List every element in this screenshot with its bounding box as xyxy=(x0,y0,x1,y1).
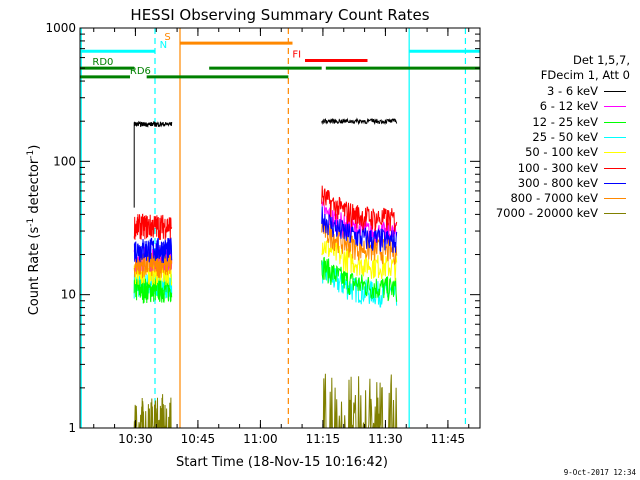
flag-label-s: S xyxy=(164,32,170,43)
legend-item: 3 - 6 keV xyxy=(486,84,636,99)
series-line xyxy=(133,394,172,429)
legend-item: 800 - 7000 keV xyxy=(486,191,636,206)
legend-swatch xyxy=(604,106,626,108)
plot-area: RD0 RD6 SN FI xyxy=(80,28,480,429)
flag-label-rd6: RD6 xyxy=(130,66,151,77)
flag-label-fi: FI xyxy=(292,50,301,61)
y-tick-label: 1 xyxy=(68,421,76,435)
legend-swatch xyxy=(604,198,626,200)
series-line xyxy=(321,373,398,429)
legend-label: 25 - 50 keV xyxy=(532,129,598,144)
x-axis-label: Start Time (18-Nov-15 10:16:42) xyxy=(176,455,388,470)
plot-frame xyxy=(79,27,481,429)
legend-item: 300 - 800 keV xyxy=(486,176,636,191)
legend-item: 25 - 50 keV xyxy=(486,130,636,145)
flag-label-rd0: RD0 xyxy=(92,57,113,68)
legend-swatch xyxy=(604,91,626,92)
y-tick-label: 1000 xyxy=(45,21,76,35)
series-line xyxy=(321,117,398,126)
x-tick-label: 10:30 xyxy=(118,432,153,446)
legend-swatch xyxy=(604,152,626,154)
plot-timestamp: 9-Oct-2017 12:34 xyxy=(563,468,636,477)
y-label-main: Count Rate (s xyxy=(27,227,42,316)
legend-item: 7000 - 20000 keV xyxy=(486,206,636,221)
legend-item: 50 - 100 keV xyxy=(486,145,636,160)
legend-label: 800 - 7000 keV xyxy=(510,191,598,206)
legend-label: 7000 - 20000 keV xyxy=(495,206,598,221)
legend-swatch xyxy=(604,213,626,215)
series-line xyxy=(321,256,398,302)
y-axis-label: Count Rate (s-1 detector-1) xyxy=(26,145,42,316)
legend-swatch xyxy=(604,182,626,184)
x-tick-label: 10:45 xyxy=(181,432,216,446)
flag-label-n: N xyxy=(160,40,167,51)
legend-header-1: Det 1,5,7, xyxy=(572,53,630,67)
legend-item: 12 - 25 keV xyxy=(486,115,636,130)
y-label-sup1: -1 xyxy=(26,218,36,227)
legend-label: 300 - 800 keV xyxy=(517,175,598,190)
legend-item: 100 - 300 keV xyxy=(486,161,636,176)
chart-title: HESSI Observing Summary Count Rates xyxy=(130,6,429,24)
legend-label: 50 - 100 keV xyxy=(525,145,598,160)
x-tick-label: 11:30 xyxy=(368,432,403,446)
legend-swatch xyxy=(604,167,626,169)
x-tick-label: 11:15 xyxy=(306,432,341,446)
y-label-sup2: -1 xyxy=(26,150,36,159)
series-line xyxy=(321,185,398,232)
legend-label: 12 - 25 keV xyxy=(532,114,598,129)
legend-header-2: FDecim 1, Att 0 xyxy=(540,68,630,82)
x-tick-label: 11:00 xyxy=(243,432,278,446)
y-label-end: ) xyxy=(27,145,42,150)
series-line xyxy=(133,120,173,208)
legend-label: 100 - 300 keV xyxy=(517,160,598,175)
legend-swatch xyxy=(604,136,626,138)
y-label-mid: detector xyxy=(27,158,42,218)
legend-swatch xyxy=(604,121,626,123)
y-tick-label: 10 xyxy=(61,288,76,302)
legend-label: 3 - 6 keV xyxy=(547,84,598,98)
x-tick-label: 11:45 xyxy=(431,432,466,446)
y-tick-label: 100 xyxy=(53,154,76,168)
series-line xyxy=(321,206,398,253)
legend-item: 6 - 12 keV xyxy=(486,99,636,114)
series-line xyxy=(133,213,173,240)
legend-label: 6 - 12 keV xyxy=(539,99,598,114)
series-line xyxy=(133,237,173,264)
